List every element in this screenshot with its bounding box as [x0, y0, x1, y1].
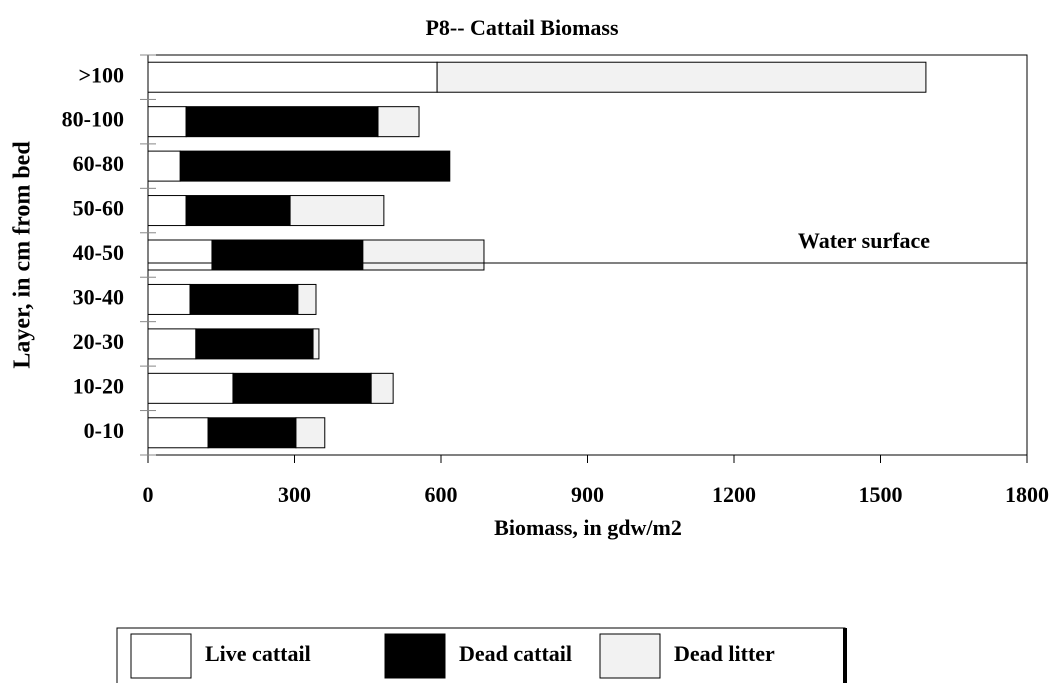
annotation: Water surface — [798, 228, 930, 253]
x-tick-label: 900 — [571, 482, 604, 507]
chart-title: P8-- Cattail Biomass — [425, 15, 619, 40]
bar-segment — [147, 61, 438, 93]
bar-segment — [185, 106, 379, 138]
x-tick-label: 1200 — [712, 482, 756, 507]
bar-segment — [207, 417, 297, 449]
bar-segment — [147, 150, 181, 182]
bar-segment — [362, 239, 485, 271]
x-tick-label: 1500 — [859, 482, 903, 507]
bar-segment — [185, 195, 291, 227]
bar-segment — [289, 195, 385, 227]
y-tick-label: 30-40 — [73, 284, 124, 309]
legend-swatch — [130, 633, 192, 679]
y-tick-label: 10-20 — [73, 373, 124, 398]
y-tick-label: 50-60 — [73, 196, 124, 221]
x-tick-label: 300 — [278, 482, 311, 507]
bar-segment — [370, 372, 394, 404]
bar-segment — [147, 195, 187, 227]
y-tick-label: 20-30 — [73, 329, 124, 354]
bar-segment — [232, 372, 372, 404]
x-tick-label: 600 — [425, 482, 458, 507]
x-tick-label: 1800 — [1005, 482, 1049, 507]
legend-box — [116, 627, 846, 683]
legend-swatch — [384, 633, 446, 679]
bar-segment — [147, 283, 191, 315]
legend-swatch — [599, 633, 661, 679]
bar-segment — [312, 328, 320, 360]
legend-label: Dead litter — [674, 641, 775, 666]
x-tick-label: 0 — [143, 482, 154, 507]
y-tick-label: 40-50 — [73, 240, 124, 265]
bar-segment — [189, 283, 299, 315]
bar-segment — [147, 417, 209, 449]
y-tick-label: 80-100 — [62, 107, 124, 132]
bar-segment — [195, 328, 314, 360]
bar-segment — [297, 283, 317, 315]
bar-segment — [179, 150, 451, 182]
y-tick-label: >100 — [78, 62, 124, 87]
legend-label: Live cattail — [205, 641, 311, 666]
y-axis-label: Layer, in cm from bed — [10, 141, 36, 369]
bar-segment — [147, 239, 213, 271]
bar-segment — [147, 372, 234, 404]
y-tick-label: 0-10 — [84, 418, 124, 443]
y-tick-label: 60-80 — [73, 151, 124, 176]
legend-label: Dead cattail — [459, 641, 572, 666]
bar-segment — [377, 106, 420, 138]
bar-segment — [211, 239, 364, 271]
bar-segment — [436, 61, 927, 93]
bar-segment — [147, 106, 187, 138]
bar-segment — [295, 417, 326, 449]
bar-segment — [147, 328, 197, 360]
x-axis-label: Biomass, in gdw/m2 — [494, 515, 682, 540]
